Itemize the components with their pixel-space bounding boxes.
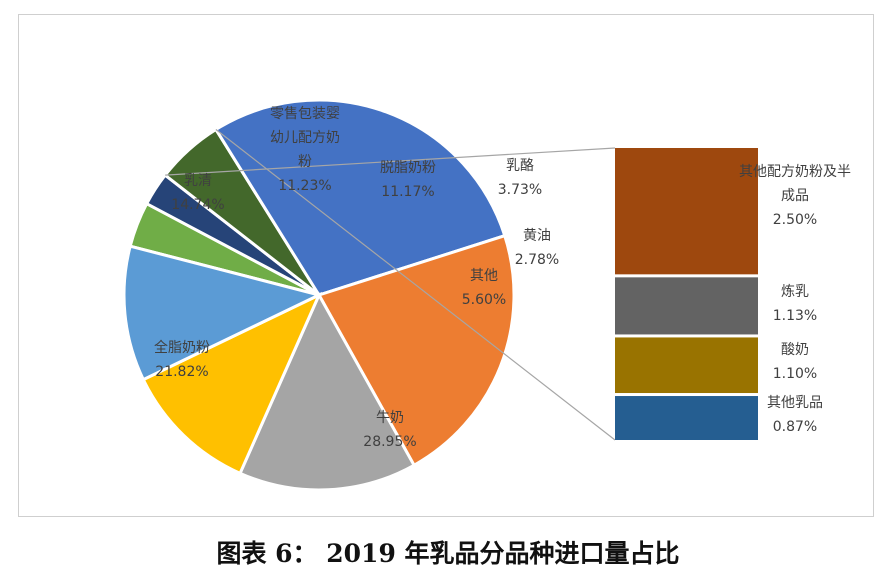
slice-5-value: 21.82% — [155, 364, 208, 380]
slice-3-label: 其他 — [470, 268, 498, 284]
slice-1-label: 乳酪 — [506, 158, 534, 174]
figure-caption: 图表 6： 2019 年乳品分品种进口量占比 — [216, 539, 680, 568]
pie-slice-4 — [213, 98, 507, 297]
slice-2-label: 黄油 — [523, 227, 551, 244]
slice-6-label: 乳清 — [184, 173, 212, 189]
breakdown-1-label: 其他配方奶粉及半 — [739, 164, 851, 180]
slice-7-value: 11.23% — [278, 178, 331, 194]
pie-slice-6 — [238, 291, 417, 492]
breakdown-4-value: 0.87% — [773, 419, 817, 435]
slice-4-label: 牛奶 — [376, 410, 404, 426]
breakdown-1-label: 成品 — [781, 188, 809, 204]
breakdown-bar-3 — [615, 337, 758, 394]
slice-7-label: 幼儿配方奶 — [270, 130, 340, 146]
connector-line-bottom — [215, 128, 616, 441]
pie-slice-8 — [122, 244, 324, 382]
pie-slice-7 — [141, 291, 323, 476]
breakdown-bar-1 — [615, 148, 758, 275]
slice-5-label: 全脂奶粉 — [154, 339, 210, 356]
breakdown-2-label: 炼乳 — [781, 284, 809, 300]
breakdown-1-value: 2.50% — [773, 212, 817, 228]
slice-3-value: 5.60% — [462, 292, 506, 308]
slice-1-value: 3.73% — [498, 182, 542, 198]
breakdown-2-value: 1.13% — [773, 308, 817, 324]
slice-2-value: 2.78% — [515, 252, 559, 268]
breakdown-3-value: 1.10% — [773, 366, 817, 382]
slice-8-value: 11.17% — [381, 184, 434, 200]
slice-7-label: 粉 — [298, 154, 312, 170]
breakdown-bar-2 — [615, 277, 758, 335]
breakdown-4-label: 其他乳品 — [767, 395, 823, 411]
slice-8-label: 脱脂奶粉 — [380, 160, 436, 176]
slice-6-value: 14.74% — [171, 197, 224, 213]
connector-line-top — [165, 147, 616, 176]
breakdown-3-label: 酸奶 — [781, 342, 809, 358]
slice-4-value: 28.95% — [363, 434, 416, 450]
pie-slice-5 — [316, 233, 516, 468]
slice-7-label: 零售包装婴 — [270, 106, 340, 122]
breakdown-bar-4 — [615, 396, 758, 440]
